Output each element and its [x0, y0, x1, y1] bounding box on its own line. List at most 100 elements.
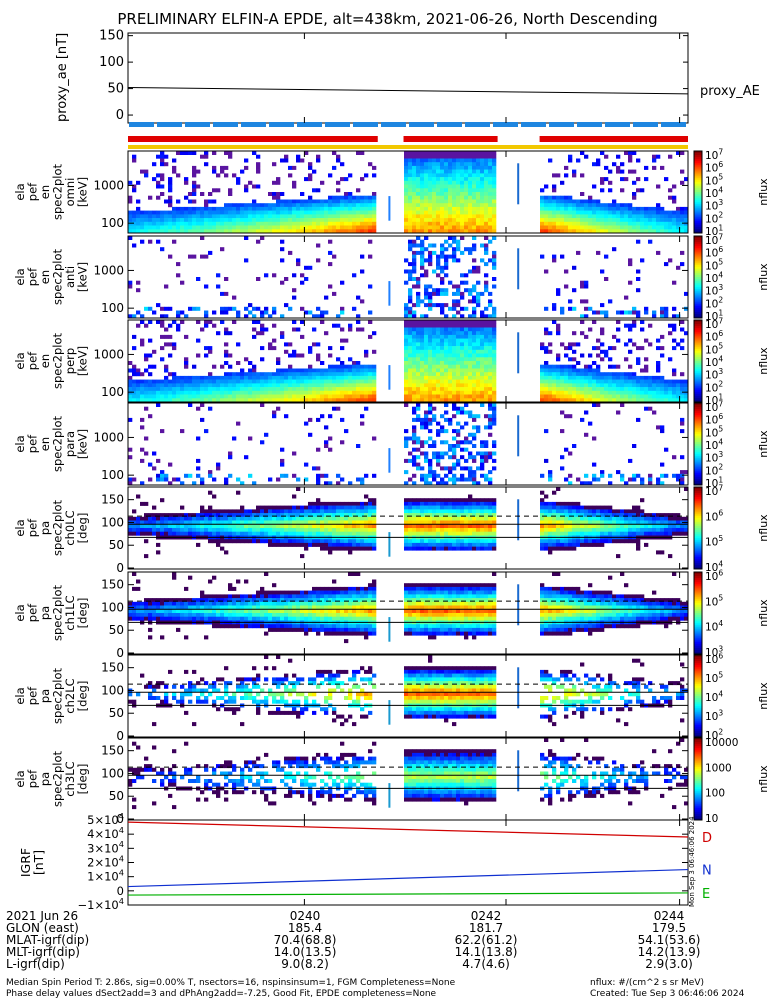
spectrogram-cell	[432, 243, 437, 248]
spectrogram-cell	[440, 414, 445, 419]
spectrogram-cell	[352, 368, 357, 373]
spectrogram-cell	[472, 425, 477, 430]
spectrogram-cell	[364, 214, 369, 219]
spectrogram-cell	[320, 531, 325, 536]
spectrogram-cell	[408, 299, 413, 304]
spectrogram-cell	[216, 531, 221, 536]
spectrogram-cell	[180, 524, 185, 529]
spectrogram-cell	[264, 387, 269, 392]
spectrogram-cell	[412, 349, 417, 354]
spectrogram-cell	[348, 513, 353, 518]
spectrogram-cell	[132, 188, 137, 193]
spectrogram-cell	[556, 383, 561, 388]
spectrogram-cell	[288, 542, 293, 547]
spectrogram-cell	[584, 199, 589, 204]
spectrogram-cell	[356, 390, 361, 395]
spectrogram-cell	[428, 254, 433, 259]
spectrogram-cell	[328, 387, 333, 392]
spectrogram-cell	[320, 221, 325, 226]
spectrogram-cell	[632, 221, 637, 226]
spectrogram-cell	[640, 210, 645, 215]
spectrogram-cell	[484, 353, 489, 358]
colorbar-segment	[694, 419, 702, 422]
spectrogram-cell	[196, 383, 201, 388]
spectrogram-cell	[452, 342, 457, 347]
spectrogram-cell	[424, 414, 429, 419]
spectrogram-cell	[588, 394, 593, 399]
spectrogram-cell	[184, 361, 189, 365]
spectrogram-cell	[428, 338, 433, 343]
spectrogram-cell	[268, 342, 273, 347]
spectrogram-cell	[336, 229, 341, 234]
spectrogram-cell	[640, 214, 645, 219]
spectrogram-cell	[488, 383, 493, 388]
spectrogram-cell	[636, 390, 641, 395]
spectrogram-cell	[476, 158, 481, 163]
spectrogram-cell	[428, 421, 433, 426]
spectrogram-cell	[492, 229, 497, 234]
spectrogram-cell	[344, 531, 349, 536]
spectrogram-cell	[424, 516, 429, 521]
spectrogram-cell	[324, 516, 329, 521]
spectrogram-cell	[572, 372, 577, 377]
spectrogram-cell	[416, 180, 421, 185]
spectrogram-cell	[148, 372, 153, 377]
spectrogram-cell	[660, 387, 665, 392]
spectrogram-cell	[404, 349, 409, 354]
spectrogram-cell	[540, 383, 545, 388]
spectrogram-cell	[452, 206, 457, 211]
spectrogram-cell	[680, 338, 685, 343]
spectrogram-cell	[192, 394, 197, 399]
spectrogram-cell	[336, 154, 341, 159]
spectrogram-cell	[304, 509, 309, 514]
spectrogram-cell	[268, 210, 273, 215]
spectrogram-cell	[636, 225, 641, 230]
spectrogram-cell	[272, 375, 277, 380]
spectrogram-cell	[408, 165, 413, 170]
spectrogram-cell	[556, 398, 561, 403]
spectrogram-cell	[432, 473, 437, 478]
spectrogram-cell	[580, 280, 585, 285]
spectrogram-cell	[544, 229, 549, 234]
spectrogram-cell	[636, 158, 641, 163]
spectrogram-cell	[444, 180, 449, 185]
spectrogram-cell	[220, 398, 225, 403]
spectrogram-cell	[192, 229, 197, 234]
spectrogram-cell	[344, 379, 349, 384]
spectrogram-cell	[476, 394, 481, 399]
spectrogram-cell	[216, 539, 221, 544]
colorbar-segment	[694, 324, 702, 327]
spectrogram-cell	[556, 357, 561, 362]
spectrogram-cell	[272, 338, 277, 343]
spectrogram-cell	[472, 375, 477, 380]
spectrogram-cell	[588, 203, 593, 208]
spectrogram-cell	[612, 203, 617, 208]
spectrogram-cell	[552, 364, 557, 369]
spectrogram-cell	[368, 524, 373, 529]
spectrogram-cell	[452, 225, 457, 230]
colorbar-segment	[694, 189, 702, 193]
spectrogram-cell	[564, 173, 569, 178]
spectrogram-cell	[288, 531, 293, 536]
spectrogram-cell	[444, 303, 449, 308]
spectrogram-cell	[328, 210, 333, 215]
spectrogram-cell	[260, 206, 265, 211]
spectrogram-cell	[572, 225, 577, 230]
spectrogram-cell	[244, 214, 249, 219]
spectrogram-cell	[180, 513, 185, 518]
spectrogram-cell	[548, 383, 553, 388]
spectrogram-cell	[312, 379, 317, 384]
spectrogram-cell	[156, 458, 161, 463]
spectrogram-cell	[444, 375, 449, 380]
spectrogram-cell	[152, 466, 157, 471]
spectrogram-cell	[164, 379, 169, 384]
spectrogram-cell	[476, 331, 481, 336]
spectrogram-cell	[260, 236, 265, 240]
spectrogram-cell	[276, 383, 281, 388]
spectrogram-cell	[212, 229, 217, 234]
spectrogram-cell	[312, 327, 317, 332]
spectrogram-cell	[328, 550, 333, 555]
spectrogram-cell	[484, 203, 489, 208]
spectrogram-cell	[372, 528, 377, 532]
spectrogram-cell	[452, 429, 457, 434]
